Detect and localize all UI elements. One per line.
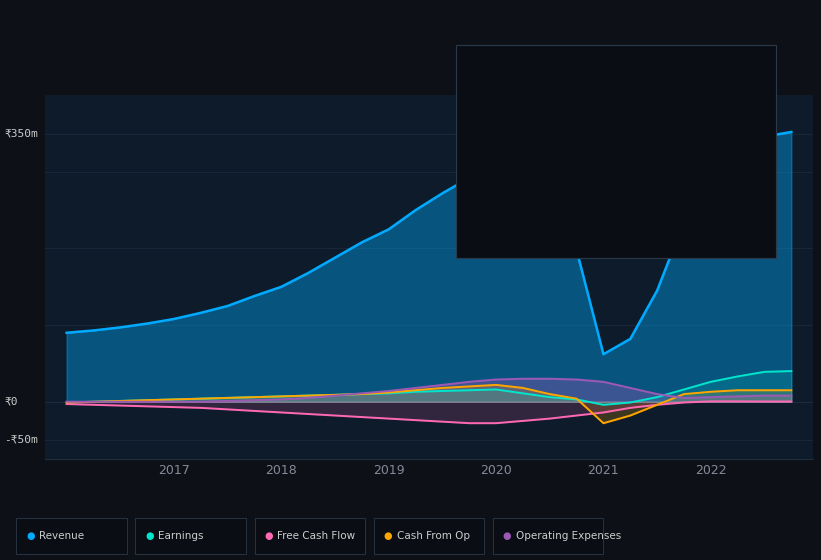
Text: 11.6% profit margin: 11.6% profit margin — [616, 138, 734, 148]
Text: -₹50m: -₹50m — [4, 435, 38, 445]
Text: Revenue: Revenue — [469, 87, 514, 97]
Text: ₹0: ₹0 — [4, 396, 17, 407]
Text: ●: ● — [264, 531, 273, 541]
FancyBboxPatch shape — [456, 45, 776, 258]
Text: ₹350m: ₹350m — [4, 128, 38, 138]
Text: Operating Expenses: Operating Expenses — [516, 531, 621, 541]
Text: ₹25.923m /yr: ₹25.923m /yr — [616, 223, 686, 234]
Text: Free Cash Flow: Free Cash Flow — [277, 531, 355, 541]
Text: Revenue: Revenue — [39, 531, 85, 541]
Text: Cash From Op: Cash From Op — [469, 194, 542, 204]
Text: ●: ● — [26, 531, 34, 541]
Text: ●: ● — [502, 531, 511, 541]
Text: Earnings: Earnings — [158, 531, 204, 541]
Text: Cash From Op: Cash From Op — [397, 531, 470, 541]
Text: ₹343.084k /yr: ₹343.084k /yr — [616, 166, 689, 176]
Text: ₹40.476m /yr: ₹40.476m /yr — [616, 117, 686, 127]
Text: ●: ● — [145, 531, 154, 541]
Text: Operating Expenses: Operating Expenses — [469, 223, 574, 234]
Text: ₹348.554m /yr: ₹348.554m /yr — [616, 87, 693, 97]
Text: Sep 30 2022: Sep 30 2022 — [469, 60, 550, 73]
Text: Earnings: Earnings — [469, 117, 514, 127]
Text: ●: ● — [383, 531, 392, 541]
Text: ₹15.222m /yr: ₹15.222m /yr — [616, 194, 686, 204]
Text: Free Cash Flow: Free Cash Flow — [469, 166, 547, 176]
